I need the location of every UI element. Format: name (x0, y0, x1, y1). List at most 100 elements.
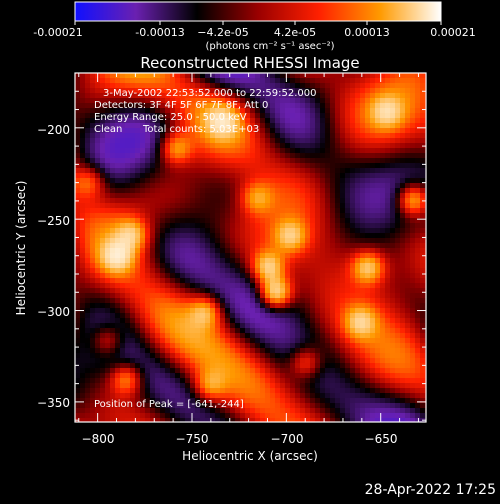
heatmap-cell (325, 323, 330, 328)
heatmap-cell (365, 318, 370, 323)
heatmap-cell (290, 223, 295, 228)
heatmap-cell (330, 243, 335, 248)
heatmap-cell (340, 388, 345, 393)
heatmap-cell (250, 308, 255, 313)
heatmap-cell (85, 73, 90, 78)
heatmap-cell (80, 93, 85, 98)
heatmap-cell (415, 128, 420, 133)
heatmap-cell (155, 283, 160, 288)
heatmap-cell (325, 248, 330, 253)
heatmap-cell (360, 303, 365, 308)
heatmap-cell (90, 338, 95, 343)
heatmap-cell (355, 133, 360, 138)
heatmap-cell (350, 248, 355, 253)
heatmap-cell (90, 73, 95, 78)
heatmap-cell (215, 193, 220, 198)
heatmap-cell (405, 198, 410, 203)
heatmap-cell (400, 173, 405, 178)
heatmap-cell (340, 383, 345, 388)
heatmap-cell (210, 308, 215, 313)
heatmap-cell (110, 228, 115, 233)
heatmap-cell (410, 243, 415, 248)
heatmap-cell (415, 388, 420, 393)
heatmap-cell (235, 338, 240, 343)
heatmap-cell (285, 243, 290, 248)
heatmap-cell (185, 358, 190, 363)
heatmap-cell (165, 383, 170, 388)
heatmap-cell (310, 388, 315, 393)
heatmap-cell (120, 183, 125, 188)
heatmap-cell (75, 103, 80, 108)
heatmap-cell (365, 198, 370, 203)
heatmap-cell (100, 328, 105, 333)
heatmap-cell (210, 333, 215, 338)
heatmap-cell (365, 313, 370, 318)
heatmap-cell (175, 348, 180, 353)
heatmap-cell (330, 93, 335, 98)
heatmap-cell (290, 278, 295, 283)
heatmap-cell (290, 173, 295, 178)
heatmap-cell (125, 253, 130, 258)
heatmap-cell (115, 333, 120, 338)
heatmap-cell (140, 383, 145, 388)
heatmap-cell (110, 353, 115, 358)
heatmap-cell (275, 208, 280, 213)
heatmap-cell (310, 413, 315, 418)
heatmap-cell (415, 173, 420, 178)
heatmap-cell (145, 268, 150, 273)
heatmap-cell (300, 373, 305, 378)
heatmap-cell (255, 153, 260, 158)
heatmap-cell (370, 313, 375, 318)
heatmap-cell (395, 393, 400, 398)
heatmap-cell (355, 398, 360, 403)
heatmap-cell (160, 413, 165, 418)
heatmap-cell (105, 138, 110, 143)
heatmap-cell (315, 298, 320, 303)
heatmap-cell (340, 363, 345, 368)
heatmap-cell (315, 343, 320, 348)
heatmap-cell (130, 303, 135, 308)
heatmap-cell (275, 108, 280, 113)
heatmap-cell (345, 73, 350, 78)
heatmap-cell (265, 118, 270, 123)
heatmap-cell (265, 143, 270, 148)
heatmap-cell (360, 263, 365, 268)
heatmap-cell (120, 148, 125, 153)
heatmap-cell (95, 353, 100, 358)
heatmap-cell (280, 408, 285, 413)
heatmap-cell (210, 258, 215, 263)
heatmap-cell (95, 388, 100, 393)
heatmap-cell (365, 93, 370, 98)
heatmap-cell (395, 388, 400, 393)
heatmap-cell (215, 223, 220, 228)
heatmap-cell (170, 393, 175, 398)
heatmap-cell (115, 303, 120, 308)
heatmap-cell (330, 273, 335, 278)
heatmap-cell (335, 193, 340, 198)
heatmap-cell (305, 363, 310, 368)
heatmap-cell (355, 343, 360, 348)
heatmap-cell (395, 218, 400, 223)
heatmap-cell (170, 353, 175, 358)
heatmap-cell (95, 343, 100, 348)
heatmap-cell (255, 203, 260, 208)
heatmap-cell (245, 308, 250, 313)
heatmap-cell (415, 403, 420, 408)
heatmap-cell (375, 288, 380, 293)
heatmap-cell (240, 188, 245, 193)
heatmap-cell (345, 263, 350, 268)
heatmap-cell (245, 263, 250, 268)
heatmap-cell (225, 213, 230, 218)
heatmap-cell (375, 383, 380, 388)
heatmap-cell (280, 313, 285, 318)
heatmap-cell (300, 173, 305, 178)
heatmap-cell (330, 98, 335, 103)
heatmap-cell (170, 148, 175, 153)
heatmap-cell (270, 358, 275, 363)
heatmap-cell (220, 348, 225, 353)
heatmap-cell (350, 413, 355, 418)
heatmap-cell (360, 238, 365, 243)
heatmap-cell (200, 323, 205, 328)
heatmap-cell (410, 183, 415, 188)
heatmap-cell (95, 88, 100, 93)
